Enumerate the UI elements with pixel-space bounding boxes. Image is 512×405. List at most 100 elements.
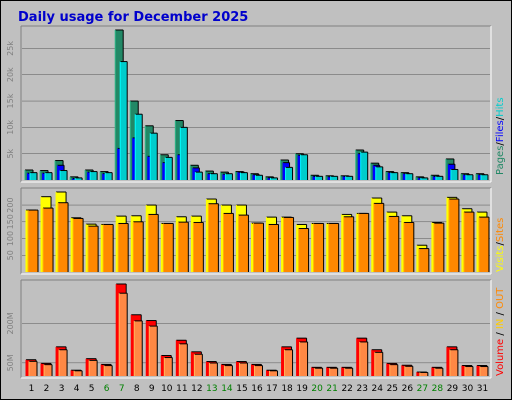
bar-hits-day-16 (254, 174, 263, 180)
legend-item-in: IN (495, 319, 506, 329)
y-tick-label: 25k (6, 41, 15, 56)
bar-hits-day-9-body (150, 133, 158, 180)
bar-sites-day-16 (252, 222, 264, 272)
bar-sites-day-20 (313, 222, 325, 272)
legend-item-sites: Sites (495, 218, 506, 242)
bar-sites-day-22-body (343, 216, 354, 272)
bar-volume-shade-day-23-body (359, 341, 368, 376)
bar-hits-day-18 (285, 166, 294, 180)
bar-volume-shade-day-19 (299, 341, 309, 376)
x-tick-label: 4 (74, 384, 80, 394)
bar-hits-day-4-body (75, 177, 83, 180)
bar-sites-day-9 (147, 213, 159, 272)
bar-sites-day-5 (87, 225, 99, 272)
bar-sites-day-21-body (328, 223, 339, 272)
bar-volume-shade-day-4 (73, 370, 83, 376)
bar-sites-day-7 (117, 222, 129, 272)
bar-sites-day-27-body (418, 248, 429, 272)
x-tick-label: 5 (89, 384, 95, 394)
x-tick-label: 29 (447, 384, 459, 394)
x-tick-label: 14 (221, 384, 233, 394)
bar-volume-shade-day-26 (404, 365, 414, 376)
bar-hits-day-18-body (285, 167, 293, 180)
bar-hits-day-25 (390, 172, 399, 180)
bar-sites-day-14 (222, 212, 234, 272)
y-tick-label: 50 (6, 250, 15, 260)
bar-sites-day-22 (343, 216, 355, 272)
legend-item-hits: Hits (495, 97, 506, 116)
bar-sites-day-8-body (133, 221, 144, 272)
bar-volume-shade-day-29 (449, 349, 459, 376)
bar-sites-day-26-body (403, 222, 414, 272)
bar-sites-day-12 (192, 221, 204, 272)
bar-sites-day-11 (177, 221, 189, 272)
bar-sites-day-11-body (178, 222, 189, 272)
bar-hits-day-13-body (210, 173, 218, 180)
bar-volume-shade-day-14-body (224, 365, 233, 376)
x-tick-label: 25 (387, 384, 398, 394)
bar-volume-shade-day-13 (208, 362, 218, 376)
panel-visits-sites: 50 100 150 200 (6, 187, 492, 275)
bar-volume-shade-day-1-body (29, 361, 37, 376)
bar-volume-shade-day-27 (419, 371, 429, 376)
bar-hits-day-6-body (105, 172, 113, 180)
bar-volume-shade-day-8 (133, 320, 143, 376)
x-tick-label: 16 (251, 384, 263, 394)
bar-sites-day-3-body (58, 202, 69, 272)
bar-volume-shade-day-25-body (389, 364, 398, 376)
bar-sites-day-31 (478, 216, 490, 272)
bar-sites-day-23-body (358, 213, 369, 272)
x-tick-label: 31 (477, 384, 488, 394)
bar-hits-day-16-body (255, 175, 263, 180)
x-tick-label: 27 (417, 384, 428, 394)
bar-sites-day-7-body (118, 223, 129, 272)
bar-volume-shade-day-4-body (74, 370, 83, 376)
bar-hits-day-21-body (330, 176, 338, 180)
legend-text: Visits/Sites (495, 218, 506, 272)
legend-item-sep: / (495, 309, 506, 319)
bar-sites-day-24 (373, 202, 385, 272)
bar-volume-shade-day-31-body (479, 366, 488, 376)
y-tick-label: 200 (6, 197, 15, 212)
bar-volume-shade-day-6 (103, 365, 113, 376)
bar-hits-day-27 (420, 177, 429, 180)
bar-sites-day-6-body (103, 224, 114, 272)
y-tick-label: 5k (6, 148, 15, 158)
bar-hits-day-19-body (300, 154, 308, 180)
bar-sites-day-1-body (28, 210, 38, 272)
bar-volume-shade-day-18-body (284, 349, 293, 376)
bar-volume-shade-day-15 (238, 362, 248, 376)
bar-hits-day-23-body (360, 152, 368, 180)
bar-hits-day-27-body (420, 177, 428, 180)
bar-sites-day-19 (298, 227, 310, 272)
bar-hits-day-8-body (135, 114, 143, 180)
x-tick-label: 1 (29, 384, 35, 394)
bar-sites-day-19-body (298, 228, 309, 272)
bar-volume-shade-day-3 (58, 349, 68, 376)
bar-volume-shade-day-10-body (164, 357, 173, 376)
bar-volume-shade-day-31 (479, 366, 489, 376)
x-tick-label: 28 (432, 384, 444, 394)
bar-hits-day-9 (149, 132, 158, 180)
bar-hits-day-26-body (405, 173, 413, 180)
bar-hits-day-28-body (435, 176, 443, 180)
bar-pages-day-7-body (115, 30, 124, 180)
bar-volume-shade-day-3-body (59, 349, 68, 376)
bar-hits-day-10 (164, 156, 173, 180)
bar-volume-shade-day-2 (43, 364, 53, 376)
legend-item-pages: Pages (495, 146, 506, 175)
bar-volume-shade-day-7 (118, 292, 128, 376)
bar-volume-shade-day-24-body (374, 352, 383, 376)
bar-hits-day-17 (270, 177, 279, 180)
legend-item-sep: / (495, 116, 506, 120)
bar-volume-shade-day-10 (163, 357, 173, 376)
panel-volume: 50M 200M (6, 279, 492, 379)
bar-sites-day-26 (403, 221, 415, 272)
bar-hits-day-21 (330, 175, 339, 180)
bar-volume-shade-day-30-body (464, 366, 473, 376)
bar-hits-day-26 (405, 173, 414, 180)
panels-layer: 5k 10k 15k 20k 25k 50 100 150 200 50M 200M (6, 25, 492, 379)
bar-hits-day-30 (465, 174, 474, 180)
bar-sites-day-24-body (373, 203, 384, 272)
